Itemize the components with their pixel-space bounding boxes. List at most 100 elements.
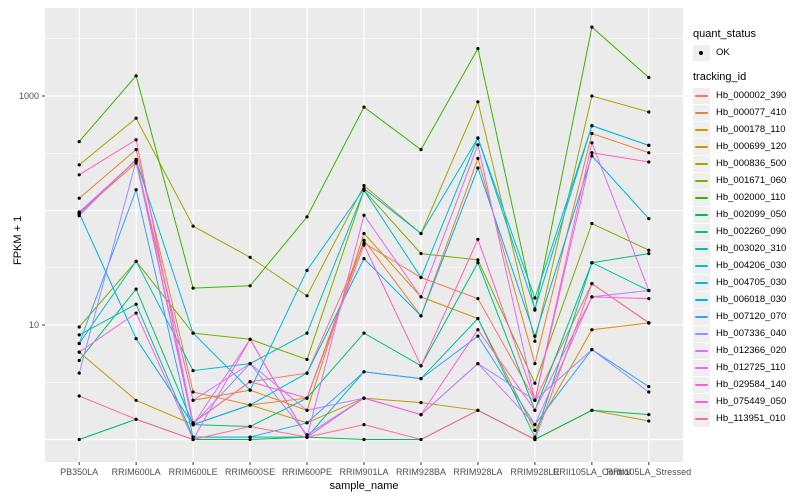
legend-entry-Hb_029584_140: Hb_029584_140 [693, 376, 800, 393]
legend-entry-Hb_012366_020: Hb_012366_020 [693, 342, 800, 359]
legend-entry-label: Hb_000002_390 [716, 90, 787, 101]
legend-key-box [693, 393, 710, 410]
legend-entry-Hb_007336_040: Hb_007336_040 [693, 325, 800, 342]
legend-entry-label: Hb_002099_050 [716, 209, 787, 220]
legend-entry-label: Hb_000077_410 [716, 107, 787, 118]
legend-key-box [693, 274, 710, 291]
legend-line-swatch-icon [695, 383, 708, 386]
legend-entry-label: Hb_012366_020 [716, 345, 787, 356]
y-tick-label: 1000 [18, 91, 39, 101]
legend-line-swatch-icon [695, 162, 708, 165]
x-tick-label: RRII105LA_Control [552, 467, 631, 477]
legend-line-swatch-icon [695, 281, 708, 284]
legend-entry-Hb_113951_010: Hb_113951_010 [693, 410, 800, 427]
x-tick-label: PB350LA [60, 467, 99, 477]
legend-entry-Hb_002260_090: Hb_002260_090 [693, 223, 800, 240]
legend-line-swatch-icon [695, 417, 708, 420]
legend-entry-label: Hb_002000_110 [716, 192, 786, 203]
legend-key-box [693, 206, 710, 223]
legend-line-swatch-icon [695, 332, 708, 335]
legend-line-swatch-icon [695, 179, 708, 182]
legend-entry-Hb_007120_070: Hb_007120_070 [693, 308, 800, 325]
legend-key-box [693, 342, 710, 359]
legend-entry-label: Hb_007336_040 [716, 328, 787, 339]
legend-key-box [693, 138, 710, 155]
y-tick-label: 10 [28, 320, 39, 330]
legend: quant_status OK tracking_id Hb_000002_39… [693, 28, 800, 427]
x-tick-label: RRIM600LA [111, 467, 161, 477]
legend-line-swatch-icon [695, 315, 708, 318]
legend-entry-ok: OK [693, 44, 800, 61]
legend-entry-Hb_000699_120: Hb_000699_120 [693, 138, 800, 155]
legend-key-box [693, 44, 710, 61]
legend-entry-label: Hb_003020_310 [716, 243, 787, 254]
legend-key-box [693, 172, 710, 189]
legend-quant-status-title: quant_status [693, 28, 756, 40]
legend-key-box [693, 325, 710, 342]
legend-entry-label: OK [716, 47, 730, 58]
legend-entry-label: Hb_000699_120 [716, 141, 787, 152]
y-axis-title: FPKM + 1 [12, 215, 24, 265]
x-tick-label: RRIM600SE [225, 467, 276, 477]
legend-entry-Hb_003020_310: Hb_003020_310 [693, 240, 800, 257]
legend-entry-Hb_002000_110: Hb_002000_110 [693, 189, 800, 206]
legend-key-box [693, 291, 710, 308]
x-tick-label: RRIM600PE [282, 467, 333, 477]
legend-line-swatch-icon [695, 247, 708, 250]
legend-entry-Hb_000836_500: Hb_000836_500 [693, 155, 800, 172]
legend-entry-label: Hb_006018_030 [716, 294, 787, 305]
legend-quant-status: quant_status OK [693, 28, 800, 61]
legend-line-swatch-icon [695, 349, 708, 352]
legend-entry-Hb_075449_050: Hb_075449_050 [693, 393, 800, 410]
legend-key-box [693, 189, 710, 206]
legend-key-box [693, 359, 710, 376]
legend-entry-Hb_001671_060: Hb_001671_060 [693, 172, 800, 189]
legend-key-box [693, 410, 710, 427]
legend-entry-label: Hb_012725_110 [716, 362, 786, 373]
legend-tracking-id: tracking_id Hb_000002_390 Hb_000077_410 Hb… [693, 71, 800, 427]
x-tick-label: RRIM901LA [339, 467, 389, 477]
legend-key-box [693, 223, 710, 240]
x-tick-label: RRIM928LE [510, 467, 560, 477]
legend-entry-Hb_000178_110: Hb_000178_110 [693, 121, 800, 138]
legend-line-swatch-icon [695, 213, 708, 216]
legend-tracking-entries: Hb_000002_390 Hb_000077_410 Hb_000178_110 H… [693, 87, 800, 427]
legend-entry-label: Hb_075449_050 [716, 396, 787, 407]
legend-entry-Hb_012725_110: Hb_012725_110 [693, 359, 800, 376]
legend-line-swatch-icon [695, 298, 708, 301]
legend-entry-label: Hb_004206_030 [716, 260, 787, 271]
point-marker-icon [699, 50, 703, 55]
x-tick-label: RRIM928LA [453, 467, 503, 477]
legend-entry-label: Hb_000836_500 [716, 158, 787, 169]
legend-line-swatch-icon [695, 264, 708, 267]
legend-line-swatch-icon [695, 94, 708, 97]
legend-line-swatch-icon [695, 230, 708, 233]
legend-entry-label: Hb_004705_030 [716, 277, 787, 288]
legend-key-box [693, 155, 710, 172]
legend-line-swatch-icon [695, 400, 708, 403]
legend-entry-label: Hb_002260_090 [716, 226, 787, 237]
legend-line-swatch-icon [695, 145, 708, 148]
legend-entry-label: Hb_000178_110 [716, 124, 786, 135]
legend-key-box [693, 104, 710, 121]
legend-entry-label: Hb_007120_070 [716, 311, 787, 322]
legend-key-box [693, 376, 710, 393]
x-axis-title: sample_name [329, 480, 399, 492]
legend-entry-Hb_000077_410: Hb_000077_410 [693, 104, 800, 121]
legend-line-swatch-icon [695, 196, 708, 199]
legend-entry-Hb_006018_030: Hb_006018_030 [693, 291, 800, 308]
legend-entry-Hb_002099_050: Hb_002099_050 [693, 206, 800, 223]
legend-entry-label: Hb_029584_140 [716, 379, 787, 390]
legend-entry-Hb_004206_030: Hb_004206_030 [693, 257, 800, 274]
legend-entry-Hb_004705_030: Hb_004705_030 [693, 274, 800, 291]
legend-entry-label: Hb_113951_010 [716, 413, 786, 424]
legend-line-swatch-icon [695, 128, 708, 131]
legend-key-box [693, 121, 710, 138]
legend-key-box [693, 308, 710, 325]
x-tick-label: RRIM928BA [395, 467, 446, 477]
legend-key-box [693, 257, 710, 274]
x-tick-label: RRII105LA_Stressed [606, 467, 692, 477]
x-tick-label: RRIM600LE [168, 467, 218, 477]
legend-entry-Hb_000002_390: Hb_000002_390 [693, 87, 800, 104]
